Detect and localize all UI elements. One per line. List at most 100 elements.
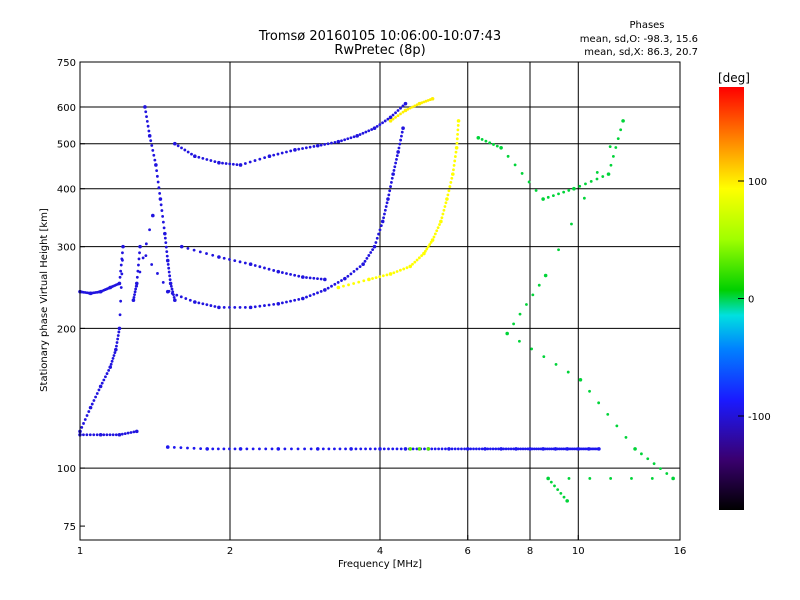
- data-point: [343, 138, 347, 142]
- data-point: [153, 158, 157, 162]
- data-point: [377, 232, 381, 236]
- data-point: [161, 214, 165, 218]
- data-point: [228, 305, 231, 309]
- data-point: [408, 447, 413, 451]
- data-point: [120, 272, 124, 276]
- data-point: [394, 115, 397, 119]
- data-point: [258, 447, 261, 451]
- data-point: [446, 193, 450, 197]
- data-point: [382, 447, 386, 451]
- data-point: [164, 241, 168, 245]
- data-point: [117, 281, 122, 286]
- data-point: [111, 433, 115, 437]
- data-point: [597, 447, 601, 451]
- data-point: [209, 159, 213, 162]
- data-point: [532, 447, 536, 451]
- data-point: [330, 284, 333, 288]
- data-point: [114, 347, 118, 352]
- data-point: [92, 399, 96, 402]
- y-tick-label: 75: [63, 522, 76, 533]
- data-point: [584, 182, 587, 186]
- data-point: [452, 163, 456, 167]
- data-point: [394, 111, 397, 115]
- data-point: [95, 433, 99, 437]
- data-point: [308, 145, 312, 149]
- data-point: [559, 491, 563, 495]
- data-point: [326, 142, 330, 146]
- data-point: [116, 337, 120, 341]
- data-point: [144, 242, 148, 246]
- data-point: [102, 433, 106, 437]
- data-point: [477, 447, 481, 451]
- data-point: [118, 275, 122, 279]
- data-point: [118, 313, 122, 317]
- data-point: [141, 256, 145, 260]
- data-point: [197, 155, 201, 159]
- data-point: [509, 447, 513, 451]
- data-point: [480, 138, 484, 141]
- data-point: [272, 269, 276, 272]
- data-point: [549, 447, 553, 451]
- data-point: [378, 447, 382, 451]
- data-point: [492, 143, 495, 146]
- data-point: [83, 418, 87, 421]
- data-point: [447, 447, 451, 451]
- data-point: [155, 174, 159, 178]
- data-point: [456, 447, 460, 451]
- x-axis-label: Frequency [MHz]: [338, 559, 422, 570]
- x-tick-label: 16: [674, 546, 687, 557]
- data-point: [133, 290, 137, 294]
- data-point: [117, 330, 121, 334]
- data-point: [108, 365, 113, 369]
- data-point: [354, 447, 358, 451]
- data-point: [171, 290, 175, 294]
- data-point: [304, 146, 308, 150]
- data-point: [258, 157, 262, 161]
- data-point: [173, 298, 177, 303]
- data-point: [379, 224, 383, 228]
- data-point: [340, 279, 343, 282]
- data-point: [156, 180, 160, 184]
- y-axis-ticks: 75 100 200 300 400 500 600 750: [57, 58, 85, 533]
- data-point: [530, 347, 534, 351]
- data-point: [589, 180, 593, 183]
- data-point: [323, 288, 327, 292]
- data-point: [386, 117, 390, 121]
- data-point: [82, 433, 85, 437]
- data-point: [289, 149, 293, 153]
- data-point: [528, 447, 532, 451]
- data-point: [305, 295, 308, 299]
- data-point: [186, 446, 189, 450]
- data-point: [448, 185, 452, 188]
- data-point: [126, 431, 130, 435]
- data-point: [131, 298, 136, 303]
- data-point: [512, 447, 515, 451]
- data-point: [102, 378, 106, 382]
- data-point: [426, 245, 430, 249]
- data-point: [545, 447, 549, 451]
- data-point: [567, 477, 571, 480]
- data-point: [578, 184, 582, 188]
- data-point: [88, 433, 92, 437]
- data-point: [297, 297, 301, 301]
- y-tick-label: 200: [57, 324, 76, 335]
- data-point: [213, 305, 217, 308]
- data-point: [217, 255, 221, 259]
- data-point: [384, 205, 388, 208]
- data-point: [349, 272, 353, 276]
- data-point: [392, 271, 396, 275]
- data-point: [97, 388, 101, 392]
- data-point: [137, 257, 141, 261]
- data-point: [333, 447, 336, 451]
- data-point: [432, 235, 436, 239]
- data-point: [145, 115, 148, 118]
- data-point: [422, 100, 426, 104]
- data-point: [172, 293, 175, 297]
- data-point: [616, 137, 620, 141]
- data-point: [397, 146, 401, 150]
- data-point: [235, 163, 239, 166]
- data-point: [408, 106, 412, 110]
- data-point: [138, 244, 142, 249]
- data-point: [578, 377, 583, 382]
